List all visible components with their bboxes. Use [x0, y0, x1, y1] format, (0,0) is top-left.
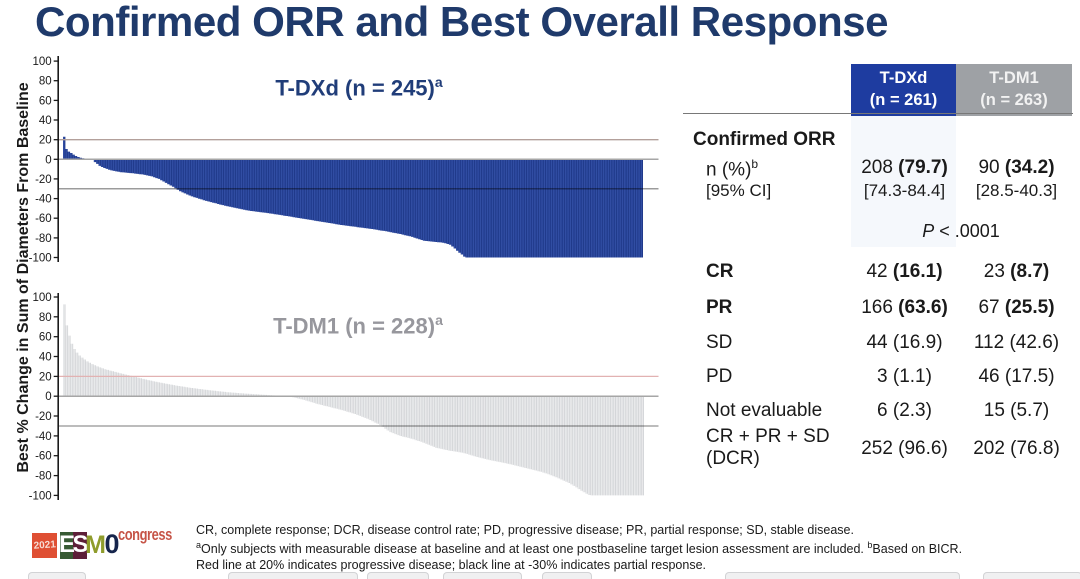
svg-text:-80: -80 [35, 233, 52, 245]
svg-text:40: 40 [39, 352, 52, 364]
svg-text:-60: -60 [35, 213, 52, 225]
svg-text:0: 0 [45, 154, 51, 166]
svg-text:40: 40 [39, 115, 52, 127]
svg-text:80: 80 [39, 76, 52, 88]
svg-text:80: 80 [39, 312, 52, 324]
svg-text:-40: -40 [35, 194, 52, 206]
svg-text:100: 100 [33, 292, 52, 304]
svg-text:-20: -20 [35, 411, 52, 423]
svg-text:100: 100 [33, 56, 52, 68]
svg-text:-100: -100 [29, 253, 52, 265]
svg-text:-80: -80 [35, 471, 52, 483]
svg-text:-100: -100 [29, 490, 52, 502]
svg-text:20: 20 [39, 135, 52, 147]
svg-text:60: 60 [39, 95, 52, 107]
svg-text:20: 20 [39, 371, 52, 383]
svg-text:-40: -40 [35, 431, 52, 443]
svg-text:-20: -20 [35, 174, 52, 186]
svg-text:-60: -60 [35, 451, 52, 463]
svg-text:0: 0 [45, 391, 51, 403]
svg-text:60: 60 [39, 332, 52, 344]
